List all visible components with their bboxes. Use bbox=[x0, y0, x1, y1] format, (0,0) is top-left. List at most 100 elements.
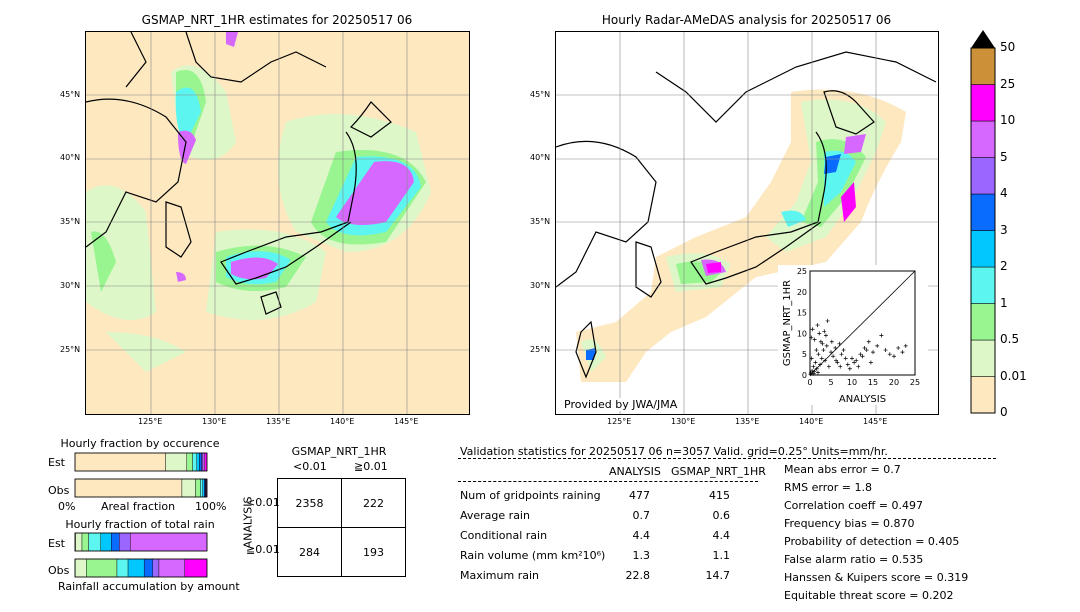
contingency-row-label: <0.01 bbox=[246, 496, 280, 509]
gsmap-graticule bbox=[86, 32, 469, 414]
colorbar-label: 4 bbox=[1000, 186, 1008, 200]
scatter-point bbox=[862, 345, 867, 350]
left-lon-label: 140°E bbox=[330, 417, 355, 426]
occurrence-axis-min: 0% bbox=[58, 500, 76, 513]
total-rain-segment bbox=[100, 532, 112, 552]
stat-gsmap: 0.6 bbox=[712, 509, 731, 522]
scatter-point bbox=[903, 343, 908, 348]
right-lon-label: 130°E bbox=[671, 417, 696, 426]
colorbar-label: 3 bbox=[1000, 222, 1008, 237]
right-lon-label: 145°E bbox=[863, 417, 888, 426]
scatter-point bbox=[841, 348, 846, 353]
scatter-point bbox=[829, 350, 833, 355]
stat-gsmap: 415 bbox=[709, 489, 730, 502]
scatter-point bbox=[826, 364, 831, 369]
scatter-inset: 0 5 10 15 20 25 0 5 10 15 20 25 ANALYSIS GSMAP_NRT_1H… bbox=[778, 265, 928, 405]
contingency-title: GSMAP_NRT_1HR bbox=[291, 445, 387, 458]
scatter-point bbox=[860, 354, 865, 359]
validation-col-analysis: ANALYSIS bbox=[609, 465, 661, 478]
left-lat-label: 45°N bbox=[60, 90, 81, 99]
left-lat-label: 35°N bbox=[60, 217, 81, 226]
scatter-point bbox=[813, 360, 818, 365]
scatter-diagonal bbox=[809, 270, 916, 376]
scatter-point bbox=[875, 343, 880, 348]
total-rain-segment bbox=[158, 558, 186, 578]
right-lon-label: 135°E bbox=[735, 417, 760, 426]
total-rain-segment bbox=[130, 532, 208, 552]
colorbar-band bbox=[970, 376, 996, 414]
scatter-point bbox=[900, 350, 905, 355]
contingency-table: 2358 222 284 193 bbox=[277, 478, 406, 577]
total-rain-segment bbox=[143, 558, 153, 578]
contingency-cell: 193 bbox=[341, 527, 406, 577]
score-rmse: RMS error = 1.8 bbox=[784, 481, 872, 494]
scatter-point bbox=[811, 364, 816, 369]
stat-analysis: 1.3 bbox=[632, 549, 651, 562]
scatter-point bbox=[847, 366, 852, 371]
total-rain-bars bbox=[74, 532, 208, 578]
colorbar-label: 5 bbox=[1000, 149, 1008, 164]
stat-analysis: 22.8 bbox=[625, 569, 651, 582]
contingency-col-label: ≧0.01 bbox=[354, 460, 388, 473]
total-rain-segment bbox=[88, 532, 101, 552]
score-hk: Hanssen & Kuipers score = 0.319 bbox=[784, 571, 969, 584]
right-lat-label: 30°N bbox=[530, 281, 551, 290]
stat-label: Average rain bbox=[460, 509, 530, 522]
scatter-point bbox=[815, 370, 820, 375]
scatter-point bbox=[829, 339, 834, 344]
colorbar-label: 10 bbox=[1000, 113, 1016, 127]
right-lon-label: 140°E bbox=[799, 417, 824, 426]
scatter-point bbox=[831, 354, 836, 359]
stat-analysis: 4.4 bbox=[632, 529, 651, 542]
stat-analysis: 477 bbox=[629, 489, 650, 502]
scatter-point bbox=[811, 371, 816, 376]
scatter-x-tick: 25 bbox=[910, 378, 920, 387]
scatter-point bbox=[819, 356, 824, 361]
occurrence-segment bbox=[186, 452, 193, 472]
colorbar-band bbox=[970, 266, 996, 304]
score-frequency-bias: Frequency bias = 0.870 bbox=[784, 517, 915, 530]
contingency-col-label: <0.01 bbox=[293, 460, 327, 473]
total-rain-segment bbox=[75, 558, 87, 578]
colorbar-label: 0.01 bbox=[1000, 368, 1027, 383]
scatter-point bbox=[835, 360, 840, 365]
scatter-point bbox=[833, 345, 838, 350]
left-lon-label: 135°E bbox=[266, 417, 291, 426]
colorbar-label: 1 bbox=[1000, 295, 1008, 310]
right-lon-label: 125°E bbox=[607, 417, 632, 426]
stat-label: Maximum rain bbox=[460, 569, 539, 582]
gsmap-heavy-rain bbox=[176, 32, 414, 282]
scatter-x-tick: 15 bbox=[868, 378, 878, 387]
scatter-point bbox=[834, 358, 839, 363]
occurrence-segment bbox=[165, 452, 188, 472]
scatter-point bbox=[879, 333, 884, 338]
occurrence-segment bbox=[202, 478, 205, 498]
occurrence-segment bbox=[195, 478, 201, 498]
scatter-point bbox=[837, 341, 842, 346]
occurrence-segment bbox=[202, 452, 205, 472]
validation-col-divider bbox=[458, 481, 758, 482]
scatter-point bbox=[825, 318, 830, 323]
scatter-point bbox=[810, 368, 815, 373]
scatter-point bbox=[809, 356, 814, 361]
scatter-x-tick: 10 bbox=[847, 378, 857, 387]
occurrence-est-label: Est bbox=[48, 456, 65, 469]
scatter-xlabel: ANALYSIS bbox=[839, 394, 886, 405]
data-credit: Provided by JWA/JMA bbox=[562, 398, 680, 411]
scatter-point bbox=[892, 354, 896, 359]
stat-gsmap: 4.4 bbox=[712, 529, 731, 542]
occurrence-segment bbox=[196, 452, 200, 472]
total-rain-segment bbox=[119, 532, 131, 552]
scatter-point bbox=[838, 364, 843, 369]
stat-gsmap: 1.1 bbox=[712, 549, 731, 562]
colorbar-label: 0 bbox=[1000, 405, 1008, 419]
total-rain-xlabel: Rainfall accumulation by amount bbox=[58, 580, 240, 593]
colorbar bbox=[970, 30, 996, 414]
validation-divider bbox=[458, 458, 996, 459]
scatter-point bbox=[839, 352, 844, 357]
total-rain-obs-label: Obs bbox=[48, 564, 70, 577]
stat-label: Rain volume (mm km²10⁶) bbox=[460, 549, 606, 562]
occurrence-obs-label: Obs bbox=[48, 484, 70, 497]
right-lat-label: 35°N bbox=[530, 217, 551, 226]
contingency-cell: 284 bbox=[277, 527, 342, 577]
